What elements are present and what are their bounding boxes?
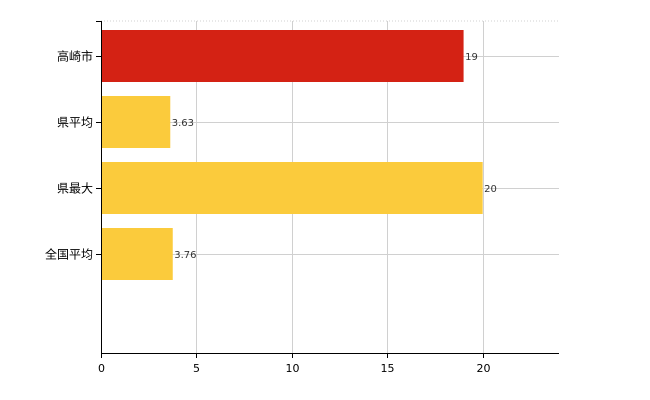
x-tick-label-10: 10 xyxy=(286,362,300,375)
bar-2 xyxy=(101,96,171,148)
x-tick-label-5: 5 xyxy=(193,362,200,375)
bar-4 xyxy=(101,228,173,280)
category-label-4: 全国平均 xyxy=(45,247,93,262)
category-label-2: 県平均 xyxy=(57,116,93,130)
bars xyxy=(101,30,483,280)
value-label-1: 19 xyxy=(465,52,478,63)
x-tick-label-15: 15 xyxy=(381,362,395,375)
value-label-2: 3.63 xyxy=(172,118,194,129)
bar-3 xyxy=(101,162,483,214)
x-tick-label-0: 0 xyxy=(98,362,105,375)
value-label-3: 20 xyxy=(484,184,497,195)
x-axis-ticks xyxy=(96,21,484,358)
category-label-3: 県最大 xyxy=(57,182,93,196)
category-label-1: 高崎市 xyxy=(57,49,93,64)
x-tick-label-20: 20 xyxy=(477,362,491,375)
bar-1 xyxy=(101,30,464,82)
labels: 19 高崎市 3.63 県平均 20 県最大 3.76 全国平均 0 5 10 15 20 xyxy=(45,49,497,376)
axes xyxy=(101,21,559,354)
value-label-4: 3.76 xyxy=(174,250,196,261)
